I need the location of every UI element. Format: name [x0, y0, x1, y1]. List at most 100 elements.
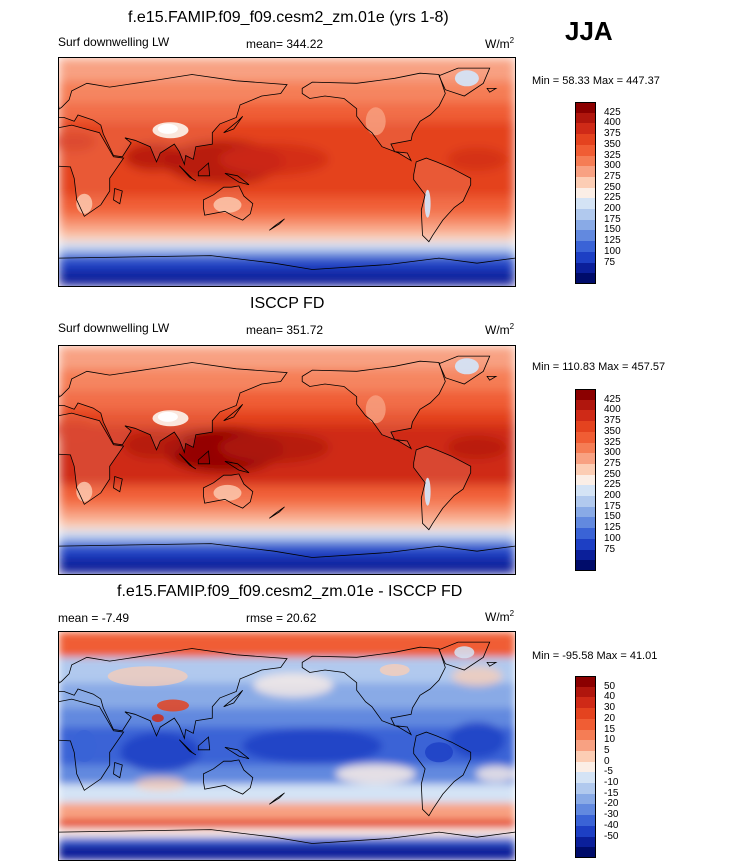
panel3-minmax: Min = -95.58 Max = 41.01 [532, 650, 658, 662]
sahara [59, 419, 97, 440]
sahara [59, 131, 97, 152]
colorbar-tick-label: 200 [604, 490, 621, 502]
colorbar-swatch [575, 251, 596, 264]
season-label: JJA [565, 16, 613, 46]
land-africa [59, 413, 124, 505]
colorbar-swatch [575, 474, 596, 486]
colorbar-swatch [575, 463, 596, 476]
colorbar-tick-label: 400 [604, 117, 621, 129]
coastline-island [223, 116, 244, 134]
coastline-island [269, 218, 285, 231]
colorbar-swatch [575, 560, 596, 572]
colorbar-swatch [575, 123, 596, 135]
atlantic [447, 435, 507, 460]
panel3-mean-label: mean = -7.49 [58, 611, 130, 625]
warm-pool-2 [219, 431, 330, 464]
colorbar-tick-label: 20 [604, 712, 616, 724]
greenland-low [454, 358, 479, 375]
colorbar-tick-label: 250 [604, 181, 621, 193]
pacific-neg [242, 728, 383, 764]
latitude-band [59, 558, 515, 574]
colorbar-swatch [575, 187, 596, 199]
colorbar-swatch [575, 155, 596, 167]
latitude-band [59, 828, 515, 838]
colorbar-swatch [575, 262, 596, 274]
panel1-map [58, 57, 516, 287]
colorbar-swatch [575, 761, 596, 773]
coastline-island [269, 792, 285, 805]
colorbar-tick-label: 425 [604, 393, 621, 405]
canada-pos [379, 664, 410, 676]
latitude-band [59, 765, 515, 784]
australia-center [213, 484, 242, 501]
coastline-island [223, 690, 244, 708]
namib [76, 481, 93, 502]
coastline-island [179, 165, 197, 182]
panel3-rmse-label: rmse = 20.62 [246, 611, 317, 625]
colorbar-swatch [575, 708, 596, 720]
coastline-island [486, 375, 498, 381]
coastline-island [197, 736, 211, 751]
colorbar-tick-label: 200 [604, 203, 621, 215]
colorbar-swatch [575, 230, 596, 242]
panel1-mean-label: mean= 344.22 [246, 37, 324, 51]
colorbar-swatch [575, 410, 596, 422]
coastline-africa [59, 124, 125, 217]
latitude-band [59, 632, 515, 658]
colorbar-swatch [575, 273, 596, 285]
colorbar-swatch [575, 102, 596, 114]
coastline-island [197, 162, 211, 177]
panel2-colorbar: 425 400 375 350 325 300 275 250 225 200 175 150 125 1… [575, 389, 655, 572]
colorbar-swatch [575, 815, 596, 827]
latitude-band [59, 258, 515, 271]
panel3-map [58, 631, 516, 861]
colorbar-swatch [575, 421, 596, 433]
colorbar-tick-label: -20 [604, 798, 619, 810]
subtrop-s-ind [135, 777, 186, 791]
colorbar-tick-label: 75 [604, 543, 616, 555]
andes-low [424, 189, 431, 218]
colorbar-swatch [575, 793, 596, 805]
tibet-core [157, 123, 178, 134]
colorbar-tick-label: 400 [604, 404, 621, 416]
tibet-core [157, 411, 178, 422]
colorbar-swatch [575, 825, 596, 838]
colorbar-tick-label: -40 [604, 819, 619, 831]
subtrop-s-pac [335, 763, 416, 784]
colorbar-swatch [575, 431, 596, 444]
panel1-title: f.e15.FAMIP.f09_f09.cesm2_zm.01e (yrs 1-… [128, 9, 449, 26]
colorbar-tick-label: 175 [604, 213, 621, 225]
andes-low [424, 477, 431, 506]
colorbar-tick-label: 275 [604, 170, 621, 182]
latitude-band [59, 837, 515, 845]
colorbar-swatch [575, 718, 596, 731]
coastline-antarctica [59, 543, 515, 558]
land-samerica [413, 158, 471, 242]
colorbar-tick-label: 375 [604, 415, 621, 427]
colorbar-swatch [575, 176, 596, 189]
colorbar-tick-label: 150 [604, 224, 621, 236]
coastline-greenland [438, 67, 491, 97]
colorbar-tick-label: 250 [604, 468, 621, 480]
panel2-title: ISCCP FD [250, 295, 325, 312]
colorbar-swatch [575, 144, 596, 157]
panel1-colorbar: 425 400 375 350 325 300 275 250 225 200 175 150 125 1… [575, 102, 655, 285]
coastline-australia [202, 759, 254, 795]
coastline-greenland [438, 355, 491, 385]
latitude-band [59, 80, 515, 103]
colorbar-tick-label: 175 [604, 500, 621, 512]
panel3-units: W/m2 [485, 609, 515, 624]
latitude-band [59, 390, 515, 410]
panel2-variable-label: Surf downwelling LW [58, 321, 170, 335]
colorbar-tick-label: 40 [604, 691, 616, 703]
colorbar-swatch [575, 241, 596, 253]
indian-neg [120, 732, 201, 773]
coastline-island [179, 739, 197, 756]
coastline-island [269, 506, 285, 519]
greenland-neg [454, 646, 475, 659]
colorbar-swatch [575, 134, 596, 146]
latitude-band [59, 708, 515, 727]
colorbar-swatch [575, 783, 596, 795]
colorbar-swatch [575, 772, 596, 784]
colorbar-tick-label: 325 [604, 149, 621, 161]
